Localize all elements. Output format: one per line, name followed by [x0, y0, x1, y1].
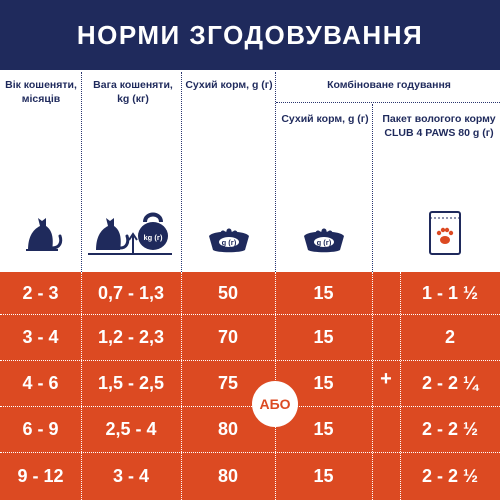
- row-separator: [0, 406, 500, 407]
- grid-line: [372, 104, 373, 272]
- bowl-label: g (г): [221, 238, 237, 247]
- cell-weight: 0,7 - 1,3: [97, 282, 165, 303]
- cell-weight: 1,2 - 2,3: [97, 326, 165, 347]
- cell-wet: 2 - 2 ¼: [421, 372, 479, 393]
- cell-dry: 50: [217, 282, 239, 303]
- cell-age: 4 - 6: [22, 372, 59, 393]
- cell-age: 6 - 9: [22, 418, 59, 439]
- cell-wet: 2 - 2 ½: [421, 465, 479, 486]
- col-header-combined: Комбіноване годування: [327, 79, 451, 91]
- header-banner: НОРМИ ЗГОДОВУВАННЯ: [0, 0, 500, 70]
- kitten-icon: [26, 218, 63, 251]
- column-separator: [372, 272, 373, 500]
- kitten-icon: [96, 218, 130, 250]
- cell-combined-dry: 15: [313, 465, 334, 486]
- arrow-up-icon: [128, 232, 138, 254]
- col-header-dry: Сухий корм, g (г): [185, 79, 273, 91]
- column-separator: [81, 272, 82, 500]
- cell-combined-dry: 15: [313, 282, 334, 303]
- wet-food-pouch-icon: [429, 211, 461, 255]
- scale-base-line: [88, 253, 172, 255]
- bowl-icon: [304, 228, 344, 253]
- cell-dry: 70: [217, 326, 239, 347]
- cell-dry: 80: [217, 418, 239, 439]
- col-header-combined-dry: Сухий корм, g (г): [281, 113, 369, 125]
- cell-age: 3 - 4: [22, 326, 59, 347]
- col-header-combined-wet: Пакет вологого корму CLUB 4 PAWS 80 g (г…: [382, 113, 496, 140]
- bowl-label: g (г): [316, 238, 332, 247]
- bowl-icon: [209, 228, 249, 253]
- cell-dry: 75: [217, 372, 239, 393]
- cell-combined-dry: 15: [313, 326, 334, 347]
- cell-wet: 2 - 2 ½: [421, 418, 479, 439]
- kettlebell-icon: [138, 212, 168, 250]
- cell-combined-dry: 15: [313, 372, 334, 393]
- row-separator: [0, 452, 500, 453]
- row-separator: [0, 360, 500, 361]
- grid-line: [275, 72, 276, 272]
- column-separator: [400, 272, 401, 500]
- col-header-age: Вік кошеняти, місяців: [5, 79, 77, 106]
- grid-line: [81, 72, 82, 272]
- cell-weight: 1,5 - 2,5: [97, 372, 165, 393]
- cell-age: 2 - 3: [22, 282, 59, 303]
- column-separator: [181, 272, 182, 500]
- grid-line: [181, 72, 182, 272]
- cell-combined-dry: 15: [313, 418, 334, 439]
- kettlebell-label: kg (г): [143, 233, 163, 242]
- cell-wet: 1 - 1 ½: [421, 282, 479, 303]
- col-header-weight: Вага кошеняти, kg (кг): [93, 79, 173, 106]
- grid-line: [276, 102, 500, 103]
- cell-age: 9 - 12: [17, 465, 64, 486]
- cell-wet: 2: [444, 326, 455, 347]
- cell-weight: 2,5 - 4: [105, 418, 157, 439]
- cell-dry: 80: [217, 465, 239, 486]
- plus-sign: +: [380, 367, 392, 390]
- feeding-table-body: [0, 272, 500, 500]
- page-title: НОРМИ ЗГОДОВУВАННЯ: [76, 19, 424, 50]
- row-separator: [0, 314, 500, 315]
- or-badge: АБО: [252, 381, 298, 427]
- cell-weight: 3 - 4: [112, 465, 150, 486]
